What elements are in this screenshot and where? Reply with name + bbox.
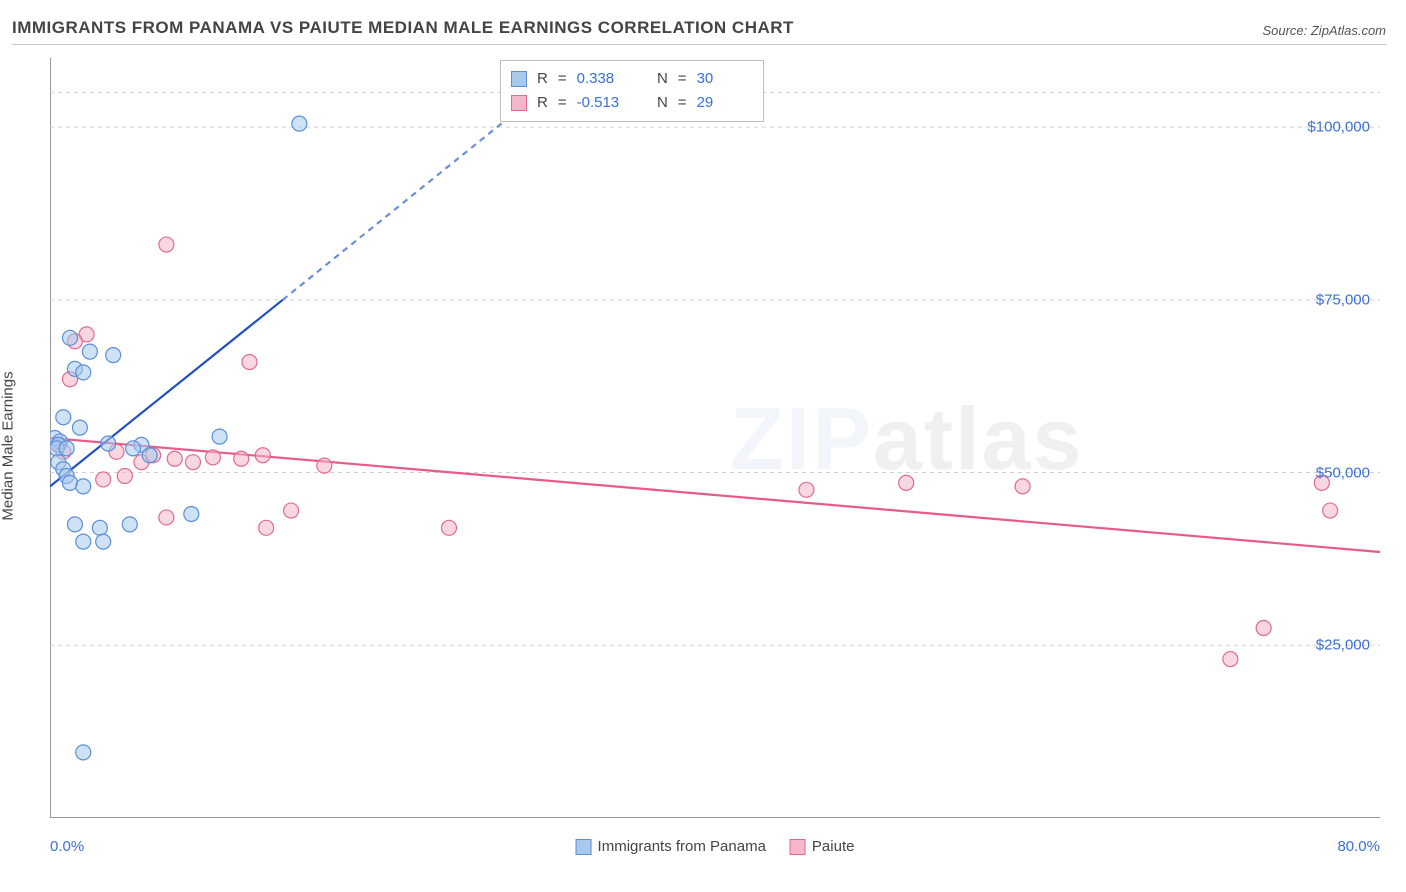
legend-swatch <box>511 71 527 87</box>
n-label: N <box>657 67 668 91</box>
legend-panama: Immigrants from Panama <box>576 838 766 855</box>
correlation-legend: R = 0.338 N = 30 R = -0.513 N = 29 <box>500 60 764 122</box>
legend-panama-swatch <box>576 839 592 855</box>
y-tick-label: $75,000 <box>1316 291 1370 308</box>
legend-panama-label: Immigrants from Panama <box>598 838 766 855</box>
y-tick-label: $100,000 <box>1307 119 1370 136</box>
chart-header: IMMIGRANTS FROM PANAMA VS PAIUTE MEDIAN … <box>12 18 1386 45</box>
y-axis-label: Median Male Earnings <box>0 371 17 520</box>
y-tick-label: $25,000 <box>1316 637 1370 654</box>
correlation-legend-row: R = 0.338 N = 30 <box>511 67 749 91</box>
chart-source: Source: ZipAtlas.com <box>1262 23 1386 38</box>
r-eq: = <box>558 91 567 115</box>
scatter-svg <box>50 58 1380 818</box>
n-value: 30 <box>697 67 749 91</box>
r-label: R <box>537 91 548 115</box>
n-value: 29 <box>697 91 749 115</box>
plot-area: ZIPatlas R=0.338 N=30R=-0.513 N=29 $25,0… <box>50 58 1380 818</box>
chart-title: IMMIGRANTS FROM PANAMA VS PAIUTE MEDIAN … <box>12 18 794 38</box>
x-axis-min: 0.0% <box>50 838 84 855</box>
y-tick-label: $50,000 <box>1316 464 1370 481</box>
correlation-legend-row: R = -0.513 N = 29 <box>511 91 749 115</box>
n-eq: = <box>678 91 687 115</box>
legend-paiute-swatch <box>790 839 806 855</box>
x-axis-labels: 0.0% 80.0% Immigrants from Panama Paiute <box>50 838 1380 862</box>
x-axis-max: 80.0% <box>1337 838 1380 855</box>
r-value: 0.338 <box>577 67 629 91</box>
r-eq: = <box>558 67 567 91</box>
n-eq: = <box>678 67 687 91</box>
legend-paiute-label: Paiute <box>812 838 855 855</box>
legend-paiute: Paiute <box>790 838 855 855</box>
r-value: -0.513 <box>577 91 629 115</box>
n-label: N <box>657 91 668 115</box>
r-label: R <box>537 67 548 91</box>
series-legend: Immigrants from Panama Paiute <box>576 838 855 855</box>
legend-swatch <box>511 95 527 111</box>
